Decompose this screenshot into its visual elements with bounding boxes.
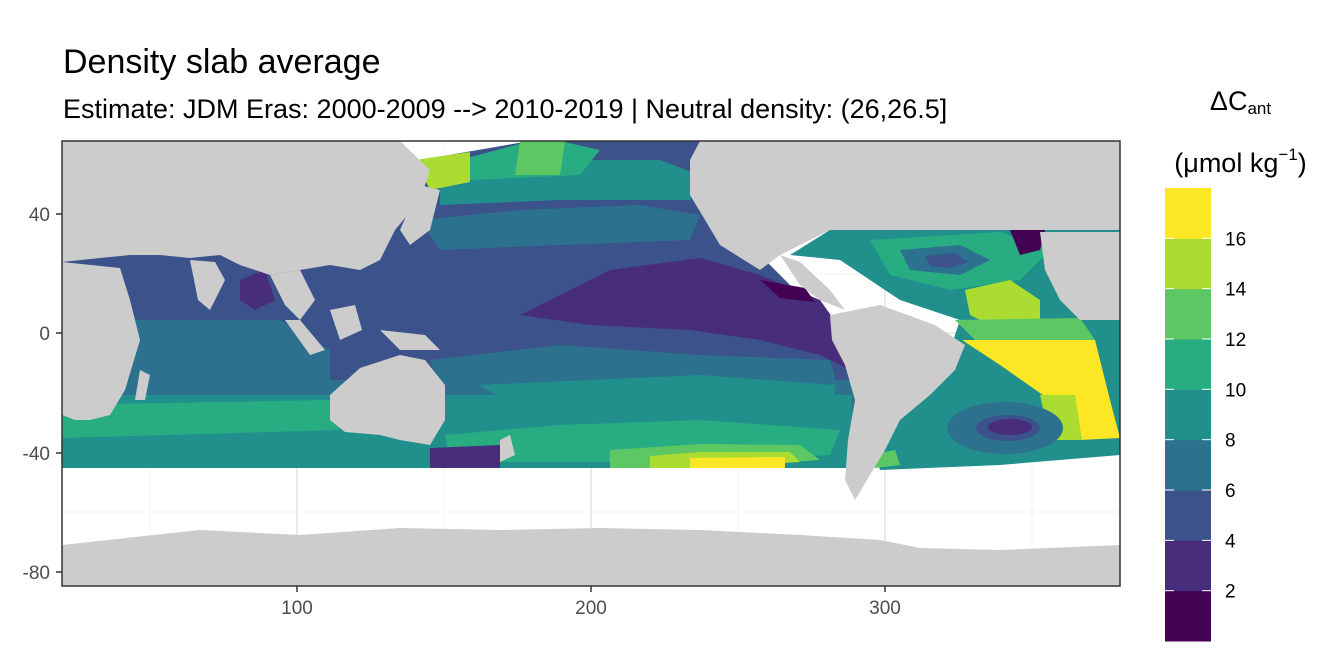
okhotsk-12	[515, 141, 565, 175]
colorbar-label-16: 16	[1225, 229, 1246, 250]
legend-title-subscript: ant	[1247, 99, 1272, 118]
colorbar-bin-0-2	[1165, 590, 1211, 642]
chart-title: Density slab average	[63, 43, 381, 81]
madagascar-land	[135, 370, 150, 400]
legend-title-symbol: ΔC	[1209, 86, 1248, 116]
australia-land	[330, 355, 445, 445]
newzealand-land	[500, 435, 515, 462]
y-tick-label-40: 40	[29, 205, 50, 226]
south-atlantic-16	[962, 340, 1120, 440]
colorbar-label-8: 8	[1225, 431, 1236, 452]
land	[62, 141, 1120, 586]
y-axis	[56, 213, 62, 573]
south-america-land	[830, 305, 965, 500]
colorbar-bin-4-6	[1165, 490, 1211, 541]
colorbar-bin-8-10	[1165, 389, 1211, 441]
colorbar: 2 4 6 8 10 12 14 16	[1165, 188, 1247, 642]
equatorial-atlantic-12	[955, 318, 1095, 345]
colorbar-label-10: 10	[1225, 380, 1246, 401]
tasman-low-2	[430, 445, 500, 468]
colorbar-bin-2-4	[1165, 540, 1211, 592]
gulf-stream-0	[1010, 230, 1045, 255]
india-land	[190, 260, 225, 310]
chart-subtitle: Estimate: JDM Eras: 2000-2009 --> 2010-2…	[63, 94, 948, 124]
x-tick-label-100: 100	[281, 598, 313, 619]
y-tick-label-neg40: -40	[23, 444, 50, 465]
south-pacific-8	[480, 375, 835, 410]
pacific-band-16	[690, 457, 785, 468]
x-axis	[296, 586, 886, 592]
africa-land	[62, 262, 140, 420]
greenland-land	[830, 141, 1120, 212]
x-tick-label-300: 300	[869, 598, 901, 619]
colorbar-bin-14-16	[1165, 238, 1211, 290]
legend-unit-exponent: −1	[1278, 145, 1298, 164]
legend-unit-prefix: (μmol kg	[1174, 148, 1279, 178]
colorbar-label-4: 4	[1225, 531, 1236, 552]
legend-unit-suffix: )	[1297, 148, 1307, 178]
borneo-land	[330, 305, 362, 340]
colorbar-label-6: 6	[1225, 481, 1236, 502]
indochina-land	[270, 270, 315, 320]
north-atlantic-4	[925, 253, 968, 268]
ocean-field	[62, 141, 1120, 470]
legend-title: ΔCant	[1163, 84, 1318, 126]
colorbar-label-14: 14	[1225, 280, 1247, 301]
legend-unit: (μmol kg−1)	[1163, 138, 1318, 180]
map-panel	[62, 141, 1120, 586]
east-pacific-low-0	[760, 280, 815, 302]
newguinea-land	[380, 330, 440, 350]
indian-band-10	[62, 400, 340, 438]
colorbar-bin-12-14	[1165, 288, 1211, 340]
west-africa-land	[1040, 232, 1120, 320]
colorbar-label-2: 2	[1225, 582, 1236, 603]
east-atlantic-14	[965, 280, 1040, 330]
north-pacific-6	[420, 205, 700, 250]
colorbar-label-12: 12	[1225, 330, 1246, 351]
eurasia-land	[62, 141, 430, 275]
japan-land	[400, 185, 440, 245]
colorbar-bin-6-8	[1165, 439, 1211, 491]
antarctica-land	[62, 528, 1120, 586]
okhotsk-14	[415, 152, 470, 190]
central-america-land	[780, 255, 845, 310]
x-tick-label-200: 200	[575, 598, 607, 619]
colorbar-bin-10-12	[1165, 339, 1211, 390]
north-indian-low-2	[240, 270, 275, 310]
south-atlantic-eddy-2	[988, 419, 1032, 435]
y-tick-label-neg80: -80	[23, 563, 50, 584]
sumatra-land	[285, 320, 325, 355]
y-tick-label-0: 0	[39, 324, 50, 345]
colorbar-bin-16-18	[1165, 188, 1211, 239]
